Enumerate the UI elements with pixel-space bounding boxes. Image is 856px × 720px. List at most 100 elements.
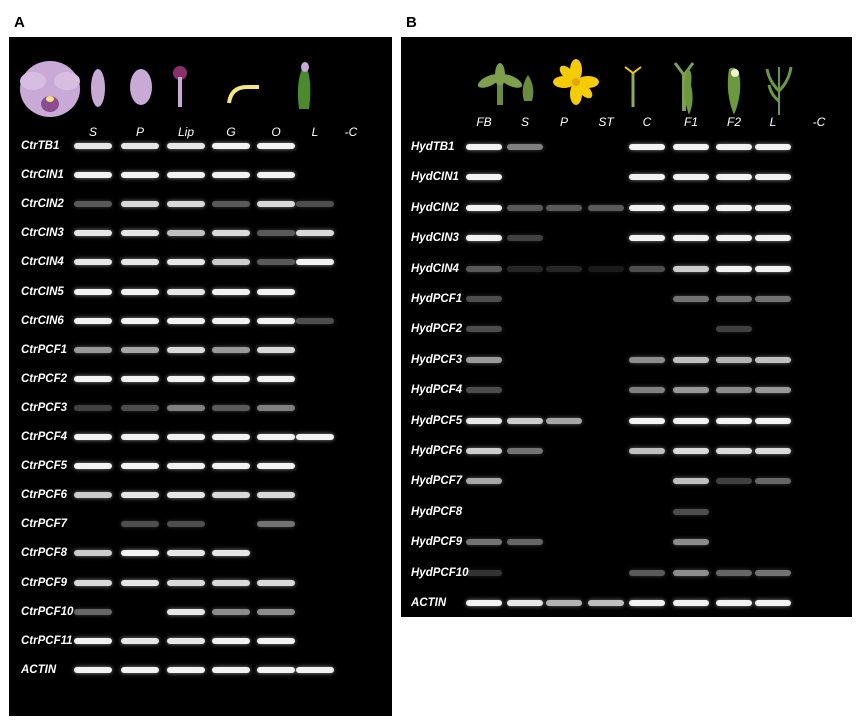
fruit-2-icon bbox=[727, 67, 741, 115]
gel-band bbox=[755, 296, 791, 302]
gel-band bbox=[212, 230, 250, 237]
gel-band bbox=[466, 204, 502, 211]
lane-label-c: -C bbox=[812, 115, 826, 129]
gel-band bbox=[629, 448, 665, 454]
gel-band bbox=[755, 600, 791, 606]
gel-band bbox=[716, 204, 752, 211]
lane-label-f1: F1 bbox=[683, 115, 698, 129]
gel-band bbox=[629, 235, 665, 242]
gel-band bbox=[716, 144, 752, 150]
gel-band bbox=[755, 235, 791, 242]
panel-a-letter: A bbox=[14, 14, 25, 31]
gel-band bbox=[212, 608, 250, 615]
panel-b-letter: B bbox=[406, 14, 417, 31]
gene-label-actin: ACTIN bbox=[21, 663, 57, 676]
gel-band bbox=[74, 317, 112, 324]
orchid-flower-icon bbox=[20, 61, 80, 117]
gel-band bbox=[257, 375, 295, 382]
gel-band bbox=[212, 579, 250, 586]
gel-band bbox=[716, 600, 752, 606]
gel-band bbox=[296, 201, 334, 208]
gel-band bbox=[673, 478, 709, 485]
gene-label-ctrpcf2: CtrPCF2 bbox=[21, 372, 68, 385]
gel-band bbox=[716, 235, 752, 242]
gel-band bbox=[629, 265, 665, 272]
gel-band bbox=[212, 201, 250, 208]
gene-label-ctrtb1: CtrTB1 bbox=[21, 140, 60, 152]
gel-band bbox=[74, 259, 112, 266]
gel-band bbox=[507, 600, 543, 606]
gel-band bbox=[121, 375, 159, 382]
gene-label-hydcin3: HydCIN3 bbox=[411, 232, 459, 245]
gene-label-hydpcf8: HydPCF8 bbox=[411, 505, 463, 518]
gel-band bbox=[167, 666, 205, 673]
gel-band bbox=[74, 579, 112, 586]
gene-label-hydpcf5: HydPCF5 bbox=[411, 414, 463, 427]
lip-icon bbox=[173, 66, 187, 107]
gel-band bbox=[121, 492, 159, 499]
lane-label-s: S bbox=[520, 115, 529, 129]
gel-band bbox=[716, 356, 752, 363]
gel-band bbox=[74, 404, 112, 411]
gene-label-ctrpcf9: CtrPCF9 bbox=[21, 576, 68, 589]
gene-label-ctrpcf3: CtrPCF3 bbox=[21, 401, 68, 414]
sepal-icon bbox=[91, 69, 105, 107]
gel-band bbox=[74, 230, 112, 237]
panel-b-gel: FB S P ST C F1 F2 L -C HydTB1 HydCIN1 HydCIN2 HydCIN… bbox=[401, 37, 852, 617]
calyx-icon bbox=[673, 62, 695, 111]
gel-band bbox=[755, 387, 791, 394]
gel-band bbox=[466, 539, 502, 546]
gel-band bbox=[212, 317, 250, 324]
gel-band bbox=[212, 463, 250, 470]
gel-band bbox=[673, 539, 709, 546]
gene-label-hydpcf3: HydPCF3 bbox=[411, 353, 463, 366]
gene-label-actin: ACTIN bbox=[411, 597, 447, 609]
gel-band bbox=[507, 144, 543, 150]
leaf-icon bbox=[765, 66, 793, 115]
gene-label-hydcin2: HydCIN2 bbox=[411, 201, 459, 214]
gel-band bbox=[546, 417, 582, 424]
gel-band bbox=[212, 666, 250, 673]
gel-band bbox=[121, 550, 159, 557]
gel-band bbox=[673, 296, 709, 302]
gel-band bbox=[74, 550, 112, 557]
gel-band bbox=[466, 417, 502, 424]
gel-band bbox=[466, 174, 502, 181]
stamen-icon bbox=[624, 66, 642, 107]
lane-label-c: C bbox=[642, 115, 652, 129]
gel-band bbox=[716, 296, 752, 302]
gel-band bbox=[121, 143, 159, 149]
gel-band bbox=[716, 174, 752, 181]
gel-band bbox=[588, 204, 624, 211]
petal-icon bbox=[130, 69, 152, 105]
gel-band bbox=[588, 600, 624, 606]
gel-band bbox=[121, 521, 159, 528]
gene-label-hydpcf4: HydPCF4 bbox=[411, 384, 463, 397]
gel-band bbox=[673, 265, 709, 272]
gel-band bbox=[257, 463, 295, 470]
gel-band bbox=[755, 265, 791, 272]
gel-band bbox=[629, 387, 665, 394]
gel-band bbox=[257, 579, 295, 586]
gel-band bbox=[167, 375, 205, 382]
gel-band bbox=[546, 265, 582, 272]
gel-band bbox=[167, 579, 205, 586]
gel-band bbox=[212, 492, 250, 499]
gel-band bbox=[167, 521, 205, 528]
gel-band bbox=[74, 666, 112, 673]
gel-band bbox=[296, 259, 334, 266]
gel-band bbox=[121, 259, 159, 266]
gel-band bbox=[507, 448, 543, 454]
gel-band bbox=[716, 417, 752, 424]
gel-band bbox=[296, 317, 334, 324]
gel-band bbox=[167, 463, 205, 470]
gel-band bbox=[167, 201, 205, 208]
gel-band bbox=[121, 230, 159, 237]
lane-label-c: -C bbox=[344, 125, 358, 139]
lane-label-g: G bbox=[226, 125, 236, 139]
gene-label-ctrpcf7: CtrPCF7 bbox=[21, 518, 68, 531]
gel-band bbox=[212, 346, 250, 353]
gel-band bbox=[466, 296, 502, 302]
ovary-icon bbox=[297, 62, 311, 109]
flower-bud-icon bbox=[477, 63, 523, 105]
